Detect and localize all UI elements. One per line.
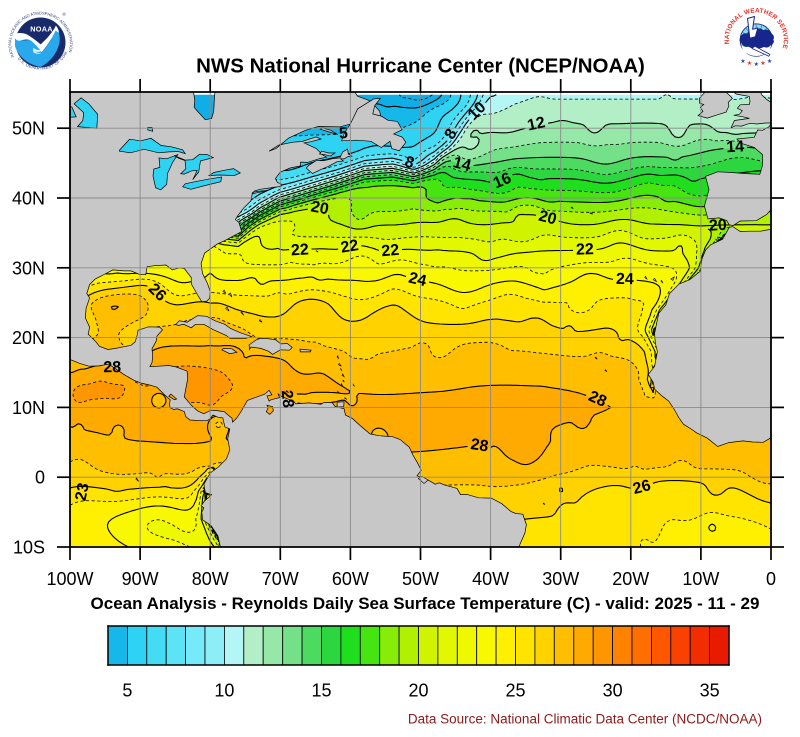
svg-text:35: 35 [700,681,720,701]
svg-text:★: ★ [767,58,772,65]
svg-text:20: 20 [537,208,559,229]
svg-text:22: 22 [381,242,400,260]
svg-text:12: 12 [526,114,547,134]
svg-text:14: 14 [451,154,473,175]
svg-text:★: ★ [760,60,765,67]
svg-text:14: 14 [726,138,745,156]
svg-text:30N: 30N [12,258,45,278]
svg-text:30: 30 [603,681,623,701]
svg-text:10S: 10S [13,538,45,558]
svg-text:23: 23 [72,481,92,502]
svg-text:20: 20 [708,217,727,235]
svg-text:80W: 80W [192,569,229,589]
svg-text:60W: 60W [332,569,369,589]
svg-text:50W: 50W [402,569,439,589]
svg-text:Data Source: National Climatic: Data Source: National Climatic Data Cent… [408,712,762,727]
svg-text:26: 26 [631,477,653,498]
svg-text:10W: 10W [682,569,719,589]
svg-text:NOAA: NOAA [30,24,53,33]
svg-text:20W: 20W [612,569,649,589]
svg-text:NWS National Hurricane Center: NWS National Hurricane Center (NCEP/NOAA… [196,54,645,77]
svg-text:0: 0 [766,569,776,589]
svg-text:28: 28 [586,388,609,411]
svg-text:10N: 10N [12,398,45,418]
svg-text:90W: 90W [122,569,159,589]
svg-text:40W: 40W [472,569,509,589]
svg-text:15: 15 [311,681,331,701]
svg-text:22: 22 [339,237,359,257]
svg-text:28: 28 [469,436,489,455]
svg-text:70W: 70W [262,569,299,589]
svg-text:5: 5 [122,681,132,701]
svg-text:22: 22 [576,241,594,259]
svg-text:24: 24 [407,270,428,291]
svg-text:★: ★ [754,61,759,68]
svg-text:10: 10 [214,681,234,701]
svg-text:20: 20 [408,681,428,701]
svg-text:16: 16 [491,170,514,193]
svg-text:5: 5 [338,125,348,142]
svg-text:25: 25 [505,681,525,701]
svg-text:★: ★ [747,60,752,67]
svg-text:50N: 50N [12,119,45,139]
svg-text:★: ★ [740,58,745,65]
svg-text:30W: 30W [542,569,579,589]
svg-text:Ocean Analysis - Reynolds Dail: Ocean Analysis - Reynolds Daily Sea Surf… [91,594,760,613]
svg-text:22: 22 [291,241,310,259]
svg-text:28: 28 [278,389,297,409]
svg-text:20: 20 [309,198,330,218]
svg-text:0: 0 [35,468,45,488]
svg-text:28: 28 [103,359,121,376]
svg-text:®: ® [63,11,67,17]
svg-text:20N: 20N [12,328,45,348]
svg-text:24: 24 [616,271,634,288]
svg-text:100W: 100W [46,569,93,589]
svg-text:40N: 40N [12,189,45,209]
